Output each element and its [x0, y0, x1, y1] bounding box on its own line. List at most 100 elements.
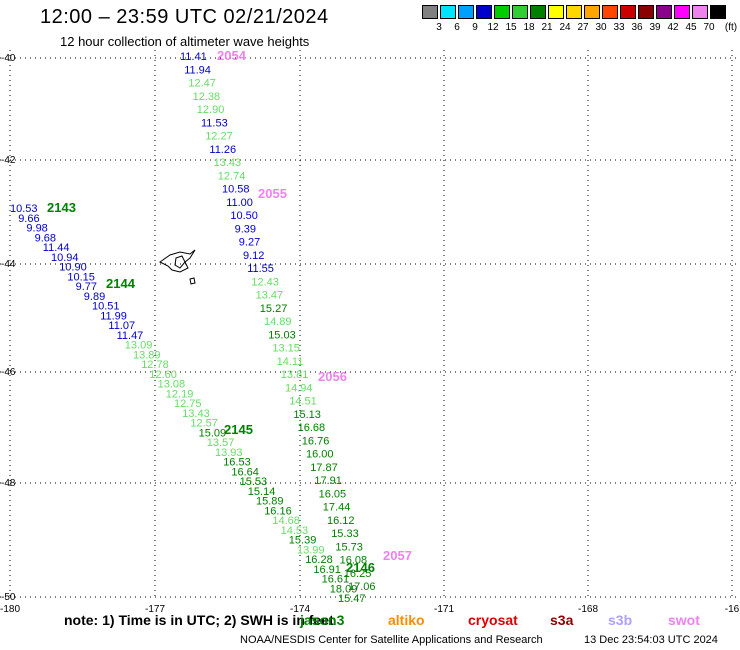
track-value-right: 14.89 [264, 316, 292, 328]
legend-swatch [710, 5, 726, 19]
track-value-right: 16.00 [306, 449, 334, 461]
legend-label: 39 [649, 22, 661, 33]
track-value-right: 11.41 [180, 51, 207, 63]
legend-swatch [440, 5, 456, 19]
legend-label: 6 [454, 22, 460, 33]
lon-tick-label: -177 [145, 604, 165, 615]
track-value-right: 13.81 [281, 369, 309, 381]
track-value-right: 13.43 [214, 157, 242, 169]
lat-tick-label: -44 [1, 259, 16, 270]
mission-label: jason3 [300, 612, 345, 628]
page-title: 12:00 – 23:59 UTC 02/21/2024 [40, 6, 329, 28]
pass-label: 2146 [346, 560, 375, 575]
track-value-left: 15.09 [199, 427, 227, 439]
lat-tick-label: -50 [1, 592, 16, 603]
chatham-islands [159, 249, 196, 285]
track-value-left: 10.90 [59, 262, 87, 274]
legend-swatch [530, 5, 546, 19]
track-value-left: 10.53 [10, 203, 38, 215]
track-value-right: 11.26 [209, 144, 236, 156]
legend-swatch [422, 5, 438, 19]
legend-swatch [656, 5, 672, 19]
pass-label: 2054 [217, 48, 247, 63]
legend-swatch [476, 5, 492, 19]
map-grid [0, 50, 740, 600]
track-value-right: 16.68 [298, 422, 326, 434]
track-value-right: 15.27 [260, 303, 288, 315]
track-value-right: 15.03 [268, 329, 296, 341]
axis-labels: -180 -177 -174 -171 -168 -16 -40 -42 -44 -46 -48 -5… [0, 53, 740, 615]
legend-swatch [674, 5, 690, 19]
track-value-right: 16.76 [302, 435, 330, 447]
legend-swatch [494, 5, 510, 19]
footer-date: 13 Dec 23:54:03 UTC 2024 [584, 634, 718, 646]
legend-label: 15 [505, 22, 517, 33]
legend-label: 45 [685, 22, 697, 33]
lon-tick-label: -174 [290, 604, 310, 615]
legend-swatch [602, 5, 618, 19]
track-value-left: 12.78 [141, 359, 169, 371]
track-value-left: 15.14 [248, 486, 276, 498]
track-value-right: 10.58 [222, 184, 250, 196]
page-subtitle: 12 hour collection of altimeter wave hei… [60, 34, 310, 49]
track-value-right: 15.33 [331, 528, 359, 540]
track-value-left: 13.99 [297, 544, 325, 556]
track-value-left: 12.19 [166, 388, 194, 400]
pass-label: 2057 [383, 548, 412, 563]
track-value-right: 12.74 [218, 170, 246, 182]
legend-label: 33 [613, 22, 625, 33]
mission-label: altiko [388, 612, 425, 628]
track-value-right: 14.94 [285, 382, 313, 394]
lat-tick-label: -42 [1, 155, 16, 166]
lat-tick-label: -40 [1, 53, 16, 64]
mission-label: cryosat [468, 612, 518, 628]
track-value-right: 17.06 [348, 581, 376, 593]
lat-tick-label: -46 [1, 367, 16, 378]
track-value-right: 9.12 [243, 250, 264, 262]
footnote: note: 1) Time is in UTC; 2) SWH is in fe… [64, 612, 334, 628]
legend-label: 21 [541, 22, 553, 33]
track-value-left: 13.89 [133, 349, 161, 361]
track-value-right: 12.27 [205, 131, 233, 143]
legend-swatch [584, 5, 600, 19]
track-value-right: 13.47 [256, 290, 284, 302]
legend-label: 70 [703, 22, 715, 33]
track-value-right: 9.39 [235, 223, 256, 235]
legend-label: 18 [523, 22, 535, 33]
track-value-right: 10.50 [230, 210, 258, 222]
track-value-right: 12.38 [193, 91, 221, 103]
track-value-left: 13.09 [125, 340, 153, 352]
track-value-right: 12.43 [251, 276, 279, 288]
legend-label: 42 [667, 22, 679, 33]
legend-label: 9 [472, 22, 478, 33]
track-value-left: 11.99 [100, 310, 127, 322]
lat-tick-label: -48 [1, 478, 16, 489]
footer-credit: NOAA/NESDIS Center for Satellite Applica… [240, 634, 543, 646]
lon-tick-label: -171 [434, 604, 454, 615]
track-value-right: 13.15 [272, 343, 300, 355]
track-value-left: 18.09 [330, 583, 358, 595]
lon-tick-label: -180 [0, 604, 20, 615]
track-value-left: 16.91 [313, 564, 341, 576]
track-value-right: 17.87 [310, 462, 338, 474]
track-value-left: 15.89 [256, 496, 284, 508]
track-value-right: 15.13 [293, 409, 321, 421]
track-value-right: 16.05 [319, 488, 347, 500]
lon-tick-label: -168 [578, 604, 598, 615]
track-value-right: 16.12 [327, 515, 355, 527]
track-value-left: 14.53 [281, 525, 309, 537]
pass-labels: 2143 2144 2145 2146 2054 2055 2056 2057 [47, 48, 412, 575]
track-value-left: 9.98 [26, 223, 47, 235]
mission-label: swot [668, 612, 700, 628]
track-value-left: 13.57 [207, 437, 235, 449]
track-value-right: 15.73 [335, 541, 363, 553]
track-value-left: 12.57 [190, 418, 218, 430]
legend-label: 36 [631, 22, 643, 33]
track-value-left: 13.43 [182, 408, 210, 420]
legend-swatch [566, 5, 582, 19]
track-value-left: 11.07 [108, 320, 135, 332]
legend-swatch [458, 5, 474, 19]
pass-label: 2144 [106, 276, 136, 291]
track-value-right: 17.44 [323, 502, 351, 514]
legend-swatch [638, 5, 654, 19]
